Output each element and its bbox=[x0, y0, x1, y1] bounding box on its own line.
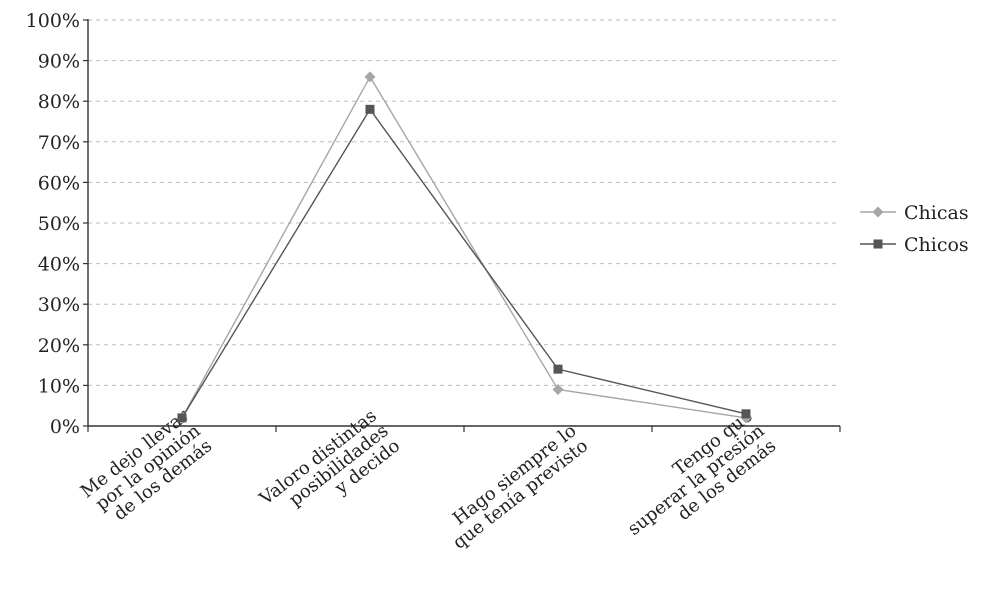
data-point-diamond bbox=[872, 206, 884, 218]
legend: Chicas Chicos bbox=[860, 202, 969, 256]
y-tick-label: 70% bbox=[38, 132, 80, 154]
legend-label: Chicos bbox=[904, 234, 969, 256]
x-tick-label-line: que tenía previsto bbox=[449, 435, 592, 553]
y-tick-label: 40% bbox=[38, 254, 80, 276]
data-point-square bbox=[553, 364, 563, 374]
y-axis-ticks: 0% 10% 20% 30% 40% 50% 60% 70% 80% 90% 100% bbox=[26, 10, 88, 438]
data-point-square bbox=[741, 409, 751, 419]
y-tick-label: 20% bbox=[38, 335, 80, 357]
x-tick-label: Hago siempre loque tenía previsto bbox=[437, 420, 592, 553]
x-tick-label: Me dejo llevarpor la opiniónde los demás bbox=[77, 405, 217, 532]
data-point-diamond bbox=[364, 71, 376, 83]
data-point-square bbox=[873, 239, 883, 249]
y-tick-label: 100% bbox=[26, 10, 80, 32]
series-line-chicos bbox=[181, 108, 747, 419]
data-point-square bbox=[365, 104, 375, 114]
y-tick-label: 50% bbox=[38, 213, 80, 235]
x-axis-ticks: Me dejo llevarpor la opiniónde los demás… bbox=[77, 405, 841, 555]
y-tick-label: 90% bbox=[38, 51, 80, 73]
data-point-square bbox=[177, 413, 187, 423]
series-group bbox=[176, 71, 752, 424]
gridlines bbox=[88, 19, 840, 386]
y-tick-label: 10% bbox=[38, 375, 80, 397]
y-tick-label: 80% bbox=[38, 91, 80, 113]
y-tick-label: 0% bbox=[50, 416, 80, 438]
x-tick-label: Tengo quesuperar la presiónde los demás bbox=[612, 405, 780, 555]
y-tick-label: 30% bbox=[38, 294, 80, 316]
series-line-chicas bbox=[181, 75, 747, 419]
data-point-diamond bbox=[552, 383, 564, 395]
legend-label: Chicas bbox=[904, 202, 969, 224]
y-tick-label: 60% bbox=[38, 172, 80, 194]
x-tick-label-line: superar la presión bbox=[624, 420, 769, 540]
